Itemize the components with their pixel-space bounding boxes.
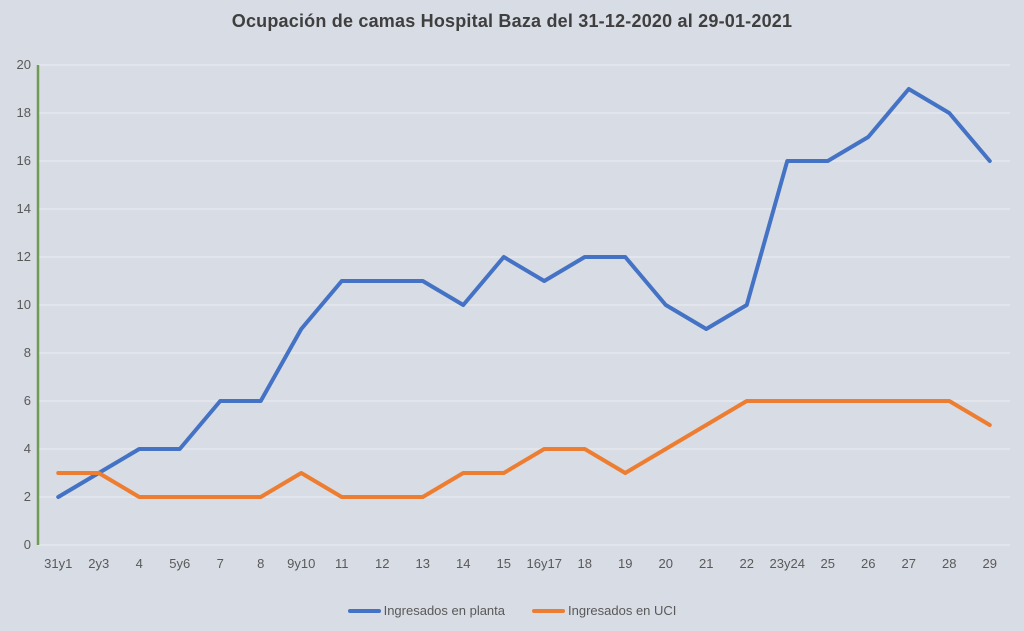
x-tick-label: 13 bbox=[415, 556, 430, 571]
y-tick-label: 16 bbox=[16, 153, 31, 168]
x-tick-label: 12 bbox=[375, 556, 390, 571]
y-tick-label: 0 bbox=[23, 537, 31, 552]
series-line-1 bbox=[56, 399, 992, 499]
legend-item-planta: Ingresados en planta bbox=[347, 603, 506, 618]
chart-title: Ocupación de camas Hospital Baza del 31-… bbox=[231, 11, 793, 31]
y-tick-label: 10 bbox=[16, 297, 31, 312]
x-tick-label: 7 bbox=[216, 556, 224, 571]
series-line-0 bbox=[56, 87, 992, 499]
x-tick-label: 22 bbox=[739, 556, 754, 571]
y-tick-label: 8 bbox=[23, 345, 31, 360]
legend-line-swatch-uci bbox=[532, 608, 566, 613]
x-tick-label: 31y1 bbox=[44, 556, 73, 571]
y-tick-label: 18 bbox=[16, 105, 31, 120]
legend: Ingresados en planta Ingresados en UCI bbox=[0, 603, 1024, 618]
x-tick-label: 26 bbox=[861, 556, 876, 571]
y-tick-label: 6 bbox=[23, 393, 31, 408]
y-tick-label: 20 bbox=[16, 57, 31, 72]
x-tick-label: 8 bbox=[257, 556, 265, 571]
x-tick-label: 4 bbox=[135, 556, 143, 571]
x-tick-label: 19 bbox=[618, 556, 633, 571]
x-tick-label: 11 bbox=[335, 556, 349, 571]
x-tick-label: 23y24 bbox=[769, 556, 805, 571]
legend-label-planta: Ingresados en planta bbox=[383, 603, 506, 618]
x-tick-label: 15 bbox=[496, 556, 511, 571]
legend-item-uci: Ingresados en UCI bbox=[532, 603, 676, 618]
x-tick-label: 25 bbox=[820, 556, 835, 571]
y-tick-label: 14 bbox=[16, 201, 31, 216]
x-tick-label: 9y10 bbox=[287, 556, 316, 571]
x-tick-label: 2y3 bbox=[88, 556, 110, 571]
x-tick-label: 29 bbox=[982, 556, 997, 571]
x-tick-label: 5y6 bbox=[169, 556, 191, 571]
legend-label-uci: Ingresados en UCI bbox=[568, 603, 677, 618]
x-tick-label: 21 bbox=[699, 556, 714, 571]
y-tick-label: 12 bbox=[16, 249, 31, 264]
x-tick-label: 28 bbox=[942, 556, 957, 571]
x-tick-label: 16y17 bbox=[526, 556, 562, 571]
x-tick-label: 27 bbox=[901, 556, 916, 571]
x-tick-label: 20 bbox=[658, 556, 673, 571]
x-tick-label: 14 bbox=[456, 556, 471, 571]
x-tick-label: 18 bbox=[577, 556, 592, 571]
y-tick-label: 4 bbox=[23, 441, 31, 456]
legend-line-swatch-planta bbox=[347, 608, 381, 613]
y-tick-label: 2 bbox=[23, 489, 31, 504]
